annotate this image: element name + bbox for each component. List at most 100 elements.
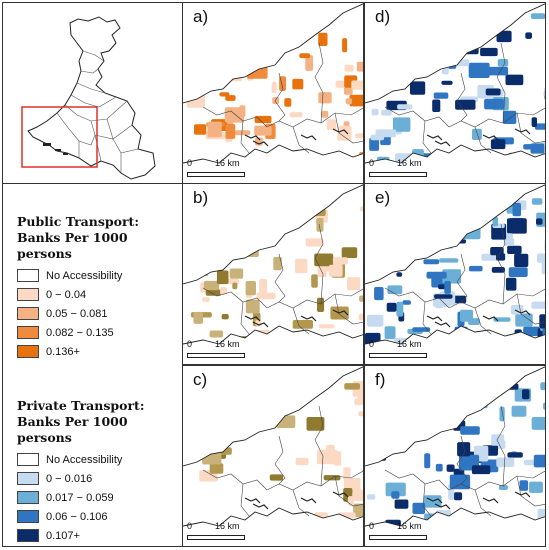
zone-patch xyxy=(343,467,351,481)
zone-patch xyxy=(240,241,259,257)
zone-patch xyxy=(292,78,304,90)
choropleth-map xyxy=(183,184,363,364)
zone-patch xyxy=(207,121,222,138)
zone-patch xyxy=(381,109,392,116)
scale-bar-graphic xyxy=(187,535,245,540)
zone-patch xyxy=(299,53,311,59)
zone-patch xyxy=(543,402,545,410)
public-legend-item: 0.082 − 0.135 xyxy=(17,323,182,342)
zone-patch xyxy=(337,125,352,141)
zone-patch xyxy=(396,272,403,277)
district-boundary xyxy=(456,253,468,303)
county-boundaries xyxy=(56,50,139,173)
zone-patch xyxy=(490,139,506,150)
zone-patch xyxy=(458,24,465,31)
zone-patch xyxy=(369,137,380,151)
district-boundary xyxy=(422,120,432,154)
zone-patch xyxy=(306,417,325,431)
zone-patch xyxy=(536,218,543,225)
zone-patch xyxy=(311,274,318,288)
zone-patch xyxy=(375,69,389,77)
map-panel-d: d) 0 16 km xyxy=(364,2,546,184)
zone-patch xyxy=(523,326,540,337)
zone-patch xyxy=(272,20,283,31)
zone-patch xyxy=(295,457,309,466)
private-legend-swatch xyxy=(17,453,39,466)
south-coastline xyxy=(183,507,363,527)
zone-patch xyxy=(539,314,545,329)
zone-patch xyxy=(290,386,300,393)
public-legend-item: No Accessibility xyxy=(17,266,182,285)
wales-outline-map xyxy=(21,16,156,180)
estuary-mark xyxy=(244,497,261,504)
scale-bar-graphic xyxy=(369,353,427,358)
estuary-mark xyxy=(332,128,349,135)
zone-patch xyxy=(386,302,397,312)
zone-patch xyxy=(332,257,348,265)
zone-patch xyxy=(406,62,415,69)
zone-patch xyxy=(239,105,246,117)
private-legend-swatch xyxy=(17,510,39,523)
zone-patch xyxy=(368,64,376,75)
accessibility-zones xyxy=(184,13,363,166)
zone-patch xyxy=(318,92,332,104)
wales-outline xyxy=(27,16,156,180)
public-legend-label: No Accessibility xyxy=(46,269,123,282)
zone-patch xyxy=(233,64,243,78)
zone-patch xyxy=(492,216,499,227)
estuary-mark xyxy=(426,497,443,504)
zone-patch xyxy=(389,238,406,249)
zone-patch xyxy=(249,388,261,393)
zone-patch xyxy=(412,502,426,514)
scale-distance-label: 16 km xyxy=(215,158,240,168)
zone-patch xyxy=(213,216,221,224)
zone-patch xyxy=(384,326,396,340)
zone-patch xyxy=(202,448,222,465)
estuary-mark xyxy=(482,315,499,322)
overview-map-panel xyxy=(2,2,183,184)
zone-patch xyxy=(389,65,401,75)
zone-patch xyxy=(183,208,200,225)
private-legend-label: 0.107+ xyxy=(46,529,80,542)
zone-patch xyxy=(318,324,335,329)
zone-patch xyxy=(273,256,282,271)
zone-patch xyxy=(380,64,388,77)
zone-patch xyxy=(442,194,455,206)
zone-patch xyxy=(205,378,224,383)
zone-patch xyxy=(386,76,406,89)
zone-patch xyxy=(498,485,508,490)
private-legend-title-line1: Private Transport: xyxy=(17,398,145,413)
zone-patch xyxy=(229,268,244,279)
zone-patch xyxy=(317,449,338,465)
zone-patch xyxy=(531,117,537,127)
zone-patch xyxy=(247,47,258,61)
map-panel-c: c) 0 16 km xyxy=(182,365,364,547)
zone-patch xyxy=(367,494,376,500)
district-boundary xyxy=(314,223,324,305)
zone-patch xyxy=(435,14,444,19)
scale-bar: 0 16 km xyxy=(187,521,245,540)
zone-patch xyxy=(377,423,391,431)
zone-patch xyxy=(468,197,480,214)
estuary-mark xyxy=(482,497,499,504)
public-legend-item: 0 − 0.04 xyxy=(17,285,182,304)
zone-patch xyxy=(525,32,532,39)
choropleth-map xyxy=(365,184,545,364)
private-legend-title-line2: Banks Per 1000 persons xyxy=(17,414,128,445)
zone-patch xyxy=(439,258,459,263)
public-legend-item: 0.05 − 0.081 xyxy=(17,304,182,323)
zone-patch xyxy=(207,433,226,441)
zone-patch xyxy=(533,454,545,468)
panel-label: a) xyxy=(193,7,209,26)
public-legend-label: 0.136+ xyxy=(46,345,80,358)
zone-patch xyxy=(402,300,411,305)
private-legend-item: No Accessibility xyxy=(17,450,182,469)
estuary-mark xyxy=(300,497,317,504)
zone-patch xyxy=(482,380,491,389)
zone-patch xyxy=(185,213,196,224)
zone-patch xyxy=(435,296,444,309)
zone-patch xyxy=(263,24,284,35)
zone-patch xyxy=(341,247,358,259)
zone-patch xyxy=(295,258,308,274)
estuary-mark xyxy=(244,134,261,141)
